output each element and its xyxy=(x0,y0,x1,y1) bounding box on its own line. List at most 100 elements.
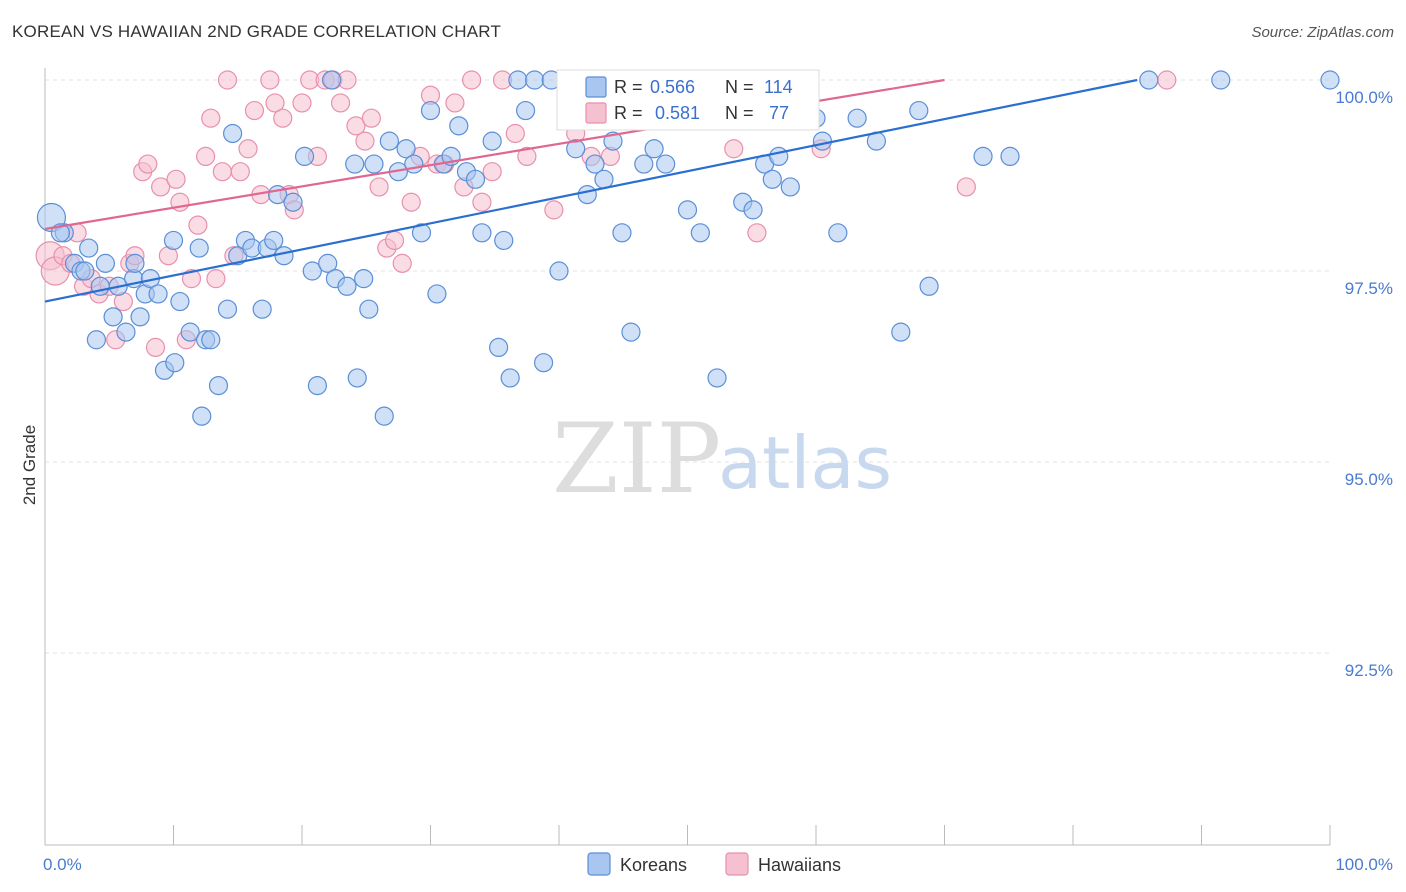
watermark-zip: ZIP xyxy=(552,403,721,515)
koreans-point-89 xyxy=(743,200,763,220)
y-tick-label-2: 97.5% xyxy=(1345,279,1393,298)
koreans-point-86 xyxy=(707,368,727,388)
hawaiians-point-61 xyxy=(482,162,502,182)
hawaiians-point-75 xyxy=(956,177,976,197)
bottom-legend-hawaiians-swatch xyxy=(725,852,749,876)
watermark: ZIP atlas xyxy=(552,403,892,515)
legend-koreans-r-value: 0.566 xyxy=(650,77,695,97)
koreans-point-47 xyxy=(374,406,394,426)
koreans-point-24 xyxy=(208,376,229,396)
koreans-point-65 xyxy=(508,70,528,90)
koreans-point-53 xyxy=(420,100,441,121)
koreans-point-43 xyxy=(347,368,367,388)
hawaiians-point-71 xyxy=(724,139,744,159)
y-tick-label-0: 92.5% xyxy=(1345,661,1393,680)
koreans-trend-line xyxy=(44,78,1138,303)
hawaiians-point-60 xyxy=(472,192,492,212)
hawaiians-point-33 xyxy=(260,70,280,90)
hawaiians-point-46 xyxy=(355,131,375,151)
koreans-point-32 xyxy=(264,230,284,251)
hawaiians-point-72 xyxy=(747,223,767,243)
koreans-point-82 xyxy=(656,154,676,174)
legend-koreans-r-label: R = xyxy=(614,77,643,97)
hawaiians-point-59 xyxy=(462,70,482,90)
hawaiians-point-21 xyxy=(181,269,202,289)
koreans-point-106 xyxy=(1320,70,1340,90)
hawaiians-point-31 xyxy=(244,100,265,121)
koreans-point-42 xyxy=(345,154,365,174)
hawaiians-point-50 xyxy=(384,230,405,251)
koreans-point-68 xyxy=(533,353,554,373)
hawaiians-point-57 xyxy=(445,93,465,113)
koreans-point-23 xyxy=(201,330,221,350)
hawaiians-point-16 xyxy=(151,177,171,197)
hawaiians-point-43 xyxy=(330,93,351,113)
hawaiians-point-25 xyxy=(206,269,226,289)
hawaiians-point-29 xyxy=(230,162,250,182)
koreans-point-30 xyxy=(252,299,272,319)
koreans-point-84 xyxy=(677,200,698,220)
koreans-point-46 xyxy=(364,154,384,174)
y-tick-label-3: 100.0% xyxy=(1335,88,1393,107)
chart-title: KOREAN VS HAWAIIAN 2ND GRADE CORRELATION… xyxy=(12,22,502,41)
koreans-point-34 xyxy=(274,246,294,266)
koreans-point-96 xyxy=(828,223,848,243)
koreans-point-105 xyxy=(1211,70,1231,90)
bottom-legend-hawaiians-label: Hawaiians xyxy=(758,855,841,875)
koreans-point-60 xyxy=(472,223,492,243)
koreans-point-7 xyxy=(95,253,115,273)
koreans-point-104 xyxy=(1139,70,1159,90)
legend-hawaiians-n-value: 77 xyxy=(769,103,789,123)
koreans-point-109 xyxy=(125,253,145,273)
y-tick-label-1: 95.0% xyxy=(1345,470,1393,489)
top-legend: R = 0.566 N = 114 R = 0.581 N = 77 xyxy=(556,69,820,131)
koreans-point-35 xyxy=(283,192,303,212)
hawaiians-point-38 xyxy=(292,93,312,113)
koreans-point-95 xyxy=(812,131,833,151)
hawaiians-point-48 xyxy=(369,177,389,197)
koreans-point-39 xyxy=(318,253,338,273)
koreans-point-20 xyxy=(180,322,200,342)
hawaiians-point-51 xyxy=(392,253,412,273)
koreans-point-102 xyxy=(973,146,993,166)
koreans-point-92 xyxy=(769,146,789,166)
koreans-point-41 xyxy=(337,276,357,296)
koreans-point-107 xyxy=(50,223,71,243)
koreans-point-99 xyxy=(891,322,911,342)
x-tick-label-0: 0.0% xyxy=(43,855,82,874)
koreans-point-93 xyxy=(780,177,800,197)
koreans-point-100 xyxy=(909,100,929,121)
koreans-point-54 xyxy=(427,284,447,304)
legend-koreans-n-label: N = xyxy=(725,77,754,97)
koreans-point-75 xyxy=(594,169,614,189)
x-tick-label-1: 100.0% xyxy=(1335,855,1393,874)
koreans-point-25 xyxy=(217,299,238,319)
koreans-point-19 xyxy=(163,230,184,251)
legend-hawaiians-r-label: R = xyxy=(614,103,643,123)
hawaiians-point-34 xyxy=(265,93,285,113)
koreans-point-73 xyxy=(577,185,597,205)
koreans-point-3 xyxy=(79,238,99,258)
koreans-point-97 xyxy=(847,108,867,128)
legend-hawaiians-r-value: 0.581 xyxy=(655,103,700,123)
koreans-point-57 xyxy=(449,116,469,136)
hawaiians-point-45 xyxy=(346,116,366,136)
bottom-legend-koreans-swatch xyxy=(587,852,611,876)
koreans-point-10 xyxy=(116,322,136,342)
hawaiians-point-18 xyxy=(166,169,186,189)
hawaiians-point-26 xyxy=(212,162,232,182)
koreans-point-36 xyxy=(294,146,315,166)
koreans-point-5 xyxy=(86,330,107,350)
koreans-point-72 xyxy=(566,139,586,159)
koreans-point-52 xyxy=(411,223,432,243)
koreans-point-67 xyxy=(524,70,545,90)
hawaiians-point-47 xyxy=(361,108,381,128)
koreans-point-111 xyxy=(321,70,342,90)
hawaiians-point-27 xyxy=(217,70,238,90)
legend-hawaiians-n-label: N = xyxy=(725,103,754,123)
y-tick-labels: 92.5% 95.0% 97.5% 100.0% xyxy=(1335,88,1393,680)
koreans-point-64 xyxy=(500,368,520,388)
hawaiians-point-63 xyxy=(505,123,525,144)
koreans-point-80 xyxy=(634,154,654,174)
